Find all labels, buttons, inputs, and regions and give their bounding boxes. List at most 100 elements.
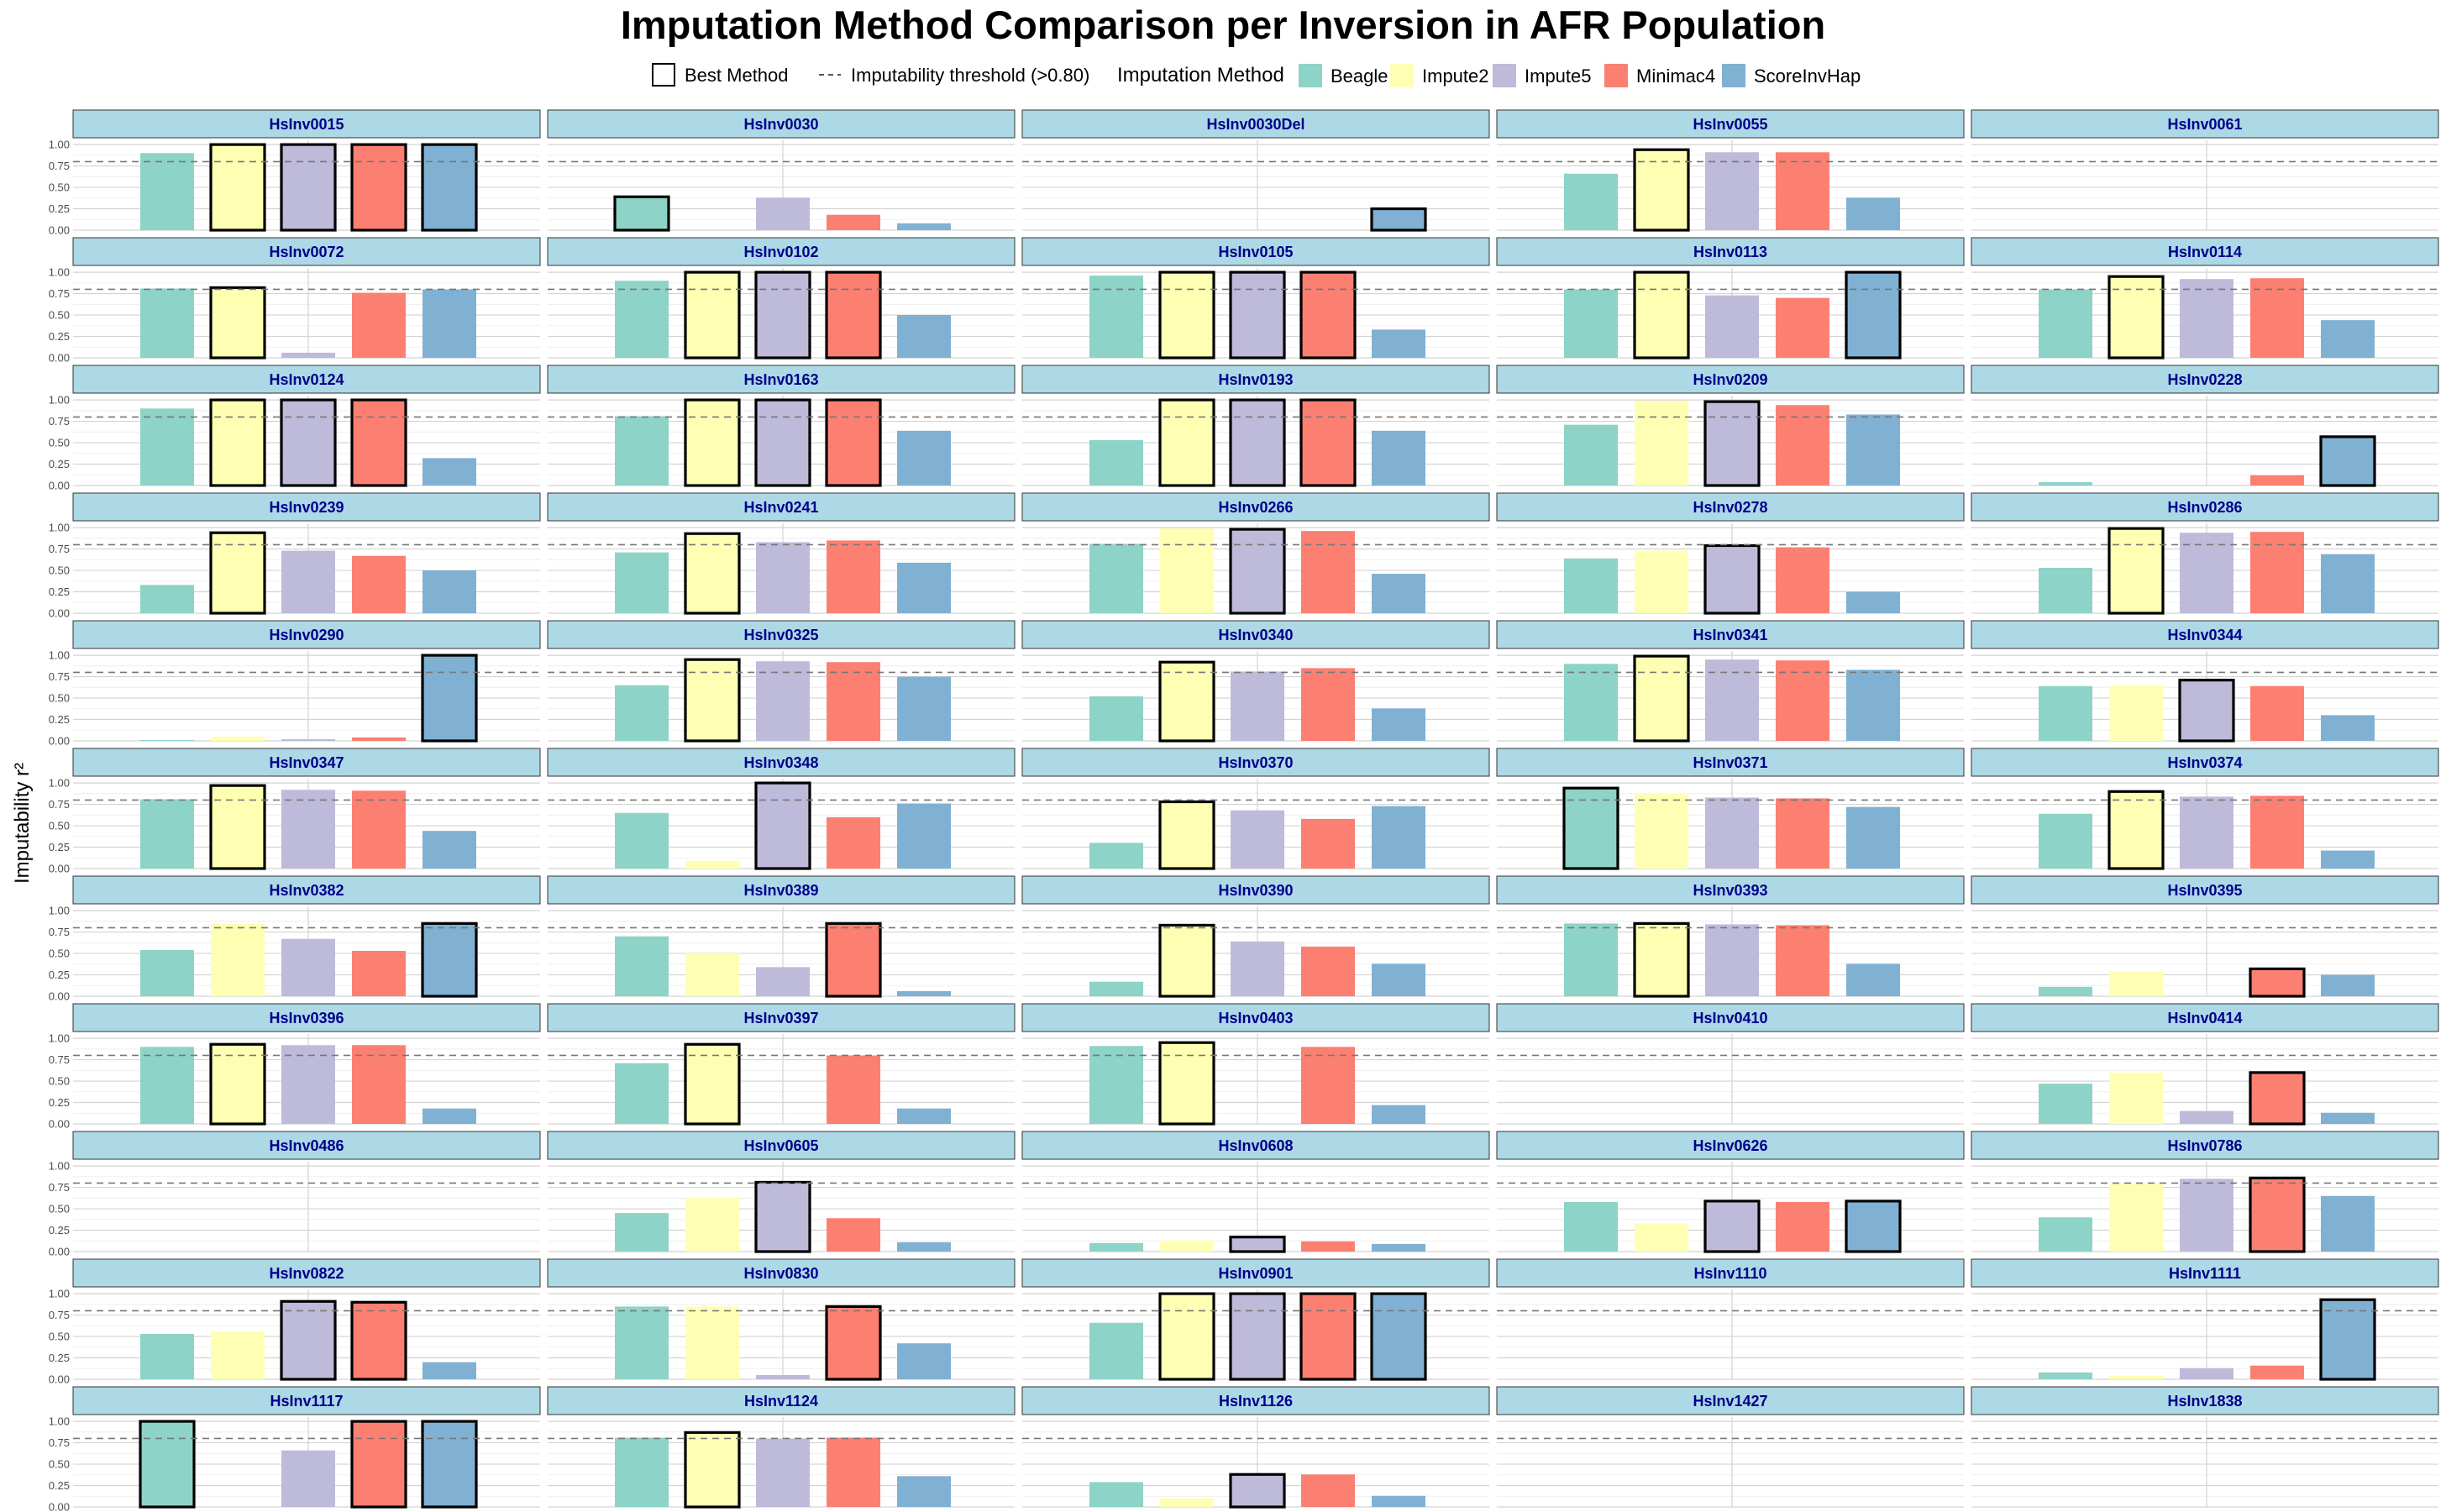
bar-beagle bbox=[140, 949, 194, 996]
bar-scoreinvhap bbox=[897, 676, 951, 741]
bar-impute2 bbox=[1160, 1498, 1214, 1507]
panel-title: HsInv0414 bbox=[2167, 1010, 2242, 1026]
bar-impute2-best bbox=[1633, 148, 1690, 232]
y-tick-label: 1.00 bbox=[49, 905, 70, 917]
panel-hsinv0486: HsInv0486 0.00 0.25 0.50 0.75 1.00 bbox=[49, 1131, 541, 1258]
bar-minimac4-best bbox=[825, 921, 882, 998]
bar-scoreinvhap-best bbox=[421, 143, 478, 232]
bar-scoreinvhap-best bbox=[421, 921, 478, 998]
bar-impute2-best bbox=[1633, 270, 1690, 360]
panel-hsinv0371: HsInv0371 bbox=[1496, 748, 1965, 870]
bar-impute2-best bbox=[2107, 790, 2165, 870]
panel-hsinv0347: HsInv0347 0.00 0.25 0.50 0.75 1.00 bbox=[49, 748, 541, 875]
bar-beagle bbox=[140, 739, 194, 741]
panel-hsinv0348: HsInv0348 bbox=[547, 748, 1016, 870]
panel-strip bbox=[1971, 1003, 2439, 1032]
y-tick-label: 1.00 bbox=[49, 1032, 70, 1045]
bar-impute2-best bbox=[209, 143, 266, 232]
panel-hsinv0055: HsInv0055 bbox=[1496, 109, 1965, 232]
panel-strip bbox=[1021, 237, 1490, 266]
panel-title: HsInv0124 bbox=[269, 371, 344, 388]
panel-strip bbox=[72, 109, 541, 139]
bar-minimac4 bbox=[827, 1218, 880, 1252]
y-tick-label: 0.50 bbox=[49, 564, 70, 577]
panel-title: HsInv0605 bbox=[743, 1137, 818, 1154]
panel-strip bbox=[1496, 875, 1965, 905]
panel-title: HsInv0786 bbox=[2167, 1137, 2242, 1154]
y-tick-label: 0.75 bbox=[49, 1309, 70, 1321]
bar-minimac4 bbox=[1301, 1241, 1355, 1252]
panel-hsinv0390: HsInv0390 bbox=[1021, 875, 1490, 998]
bar-scoreinvhap bbox=[897, 562, 951, 613]
panel-strip bbox=[1971, 1258, 2439, 1288]
panel-strip bbox=[1971, 875, 2439, 905]
bar-impute2-best bbox=[1158, 1292, 1215, 1381]
panel-hsinv0290: HsInv0290 0.00 0.25 0.50 0.75 1.00 bbox=[49, 620, 541, 748]
bar-impute5 bbox=[281, 790, 335, 869]
panel-title: HsInv1126 bbox=[1219, 1393, 1293, 1410]
bar-scoreinvhap bbox=[1372, 430, 1425, 486]
panel-hsinv0389: HsInv0389 bbox=[547, 875, 1016, 998]
bar-minimac4 bbox=[827, 1055, 880, 1124]
bar-beagle bbox=[140, 408, 194, 486]
panel-strip bbox=[1496, 109, 1965, 139]
bar-scoreinvhap bbox=[1846, 963, 1900, 996]
bar-beagle bbox=[1564, 558, 1618, 613]
bar-impute2-best bbox=[2107, 275, 2165, 360]
panel-hsinv0414: HsInv0414 bbox=[1971, 1003, 2439, 1126]
chart-title: Imputation Method Comparison per Inversi… bbox=[620, 3, 1826, 47]
legend-swatch-impute5 bbox=[1493, 64, 1516, 87]
y-tick-label: 0.50 bbox=[49, 1331, 70, 1343]
bar-scoreinvhap bbox=[1372, 708, 1425, 741]
panel-hsinv0030del: HsInv0030Del bbox=[1021, 109, 1490, 232]
panel-strip bbox=[72, 492, 541, 522]
panel-strip bbox=[1496, 1131, 1965, 1160]
bar-minimac4 bbox=[2250, 475, 2304, 486]
bar-minimac4-best bbox=[1299, 1292, 1357, 1381]
y-tick-label: 0.75 bbox=[49, 926, 70, 938]
panel-strip bbox=[1971, 748, 2439, 777]
y-tick-label: 0.75 bbox=[49, 1436, 70, 1449]
bar-impute5 bbox=[1231, 671, 1284, 741]
bar-minimac4-best bbox=[350, 1420, 407, 1509]
bar-impute2-best bbox=[209, 531, 266, 615]
y-tick-label: 1.00 bbox=[49, 777, 70, 790]
legend-methods: Beagle Impute2 Impute5 Minimac4 ScoreInvHap bbox=[1299, 64, 1861, 87]
panel-title: HsInv0822 bbox=[269, 1265, 344, 1282]
bar-beagle bbox=[1564, 173, 1618, 230]
panel-strip bbox=[547, 620, 1016, 649]
bar-beagle bbox=[2039, 986, 2092, 996]
y-axis-label-wrap: Imputability r² bbox=[11, 763, 34, 884]
panel-strip bbox=[72, 1258, 541, 1288]
y-tick-label: 0.50 bbox=[49, 437, 70, 449]
bar-scoreinvhap bbox=[1372, 1105, 1425, 1124]
bar-minimac4-best bbox=[825, 398, 882, 487]
bar-scoreinvhap bbox=[1372, 329, 1425, 358]
panel-hsinv0410: HsInv0410 bbox=[1496, 1003, 1965, 1125]
bar-beagle bbox=[1564, 923, 1618, 996]
bar-impute5 bbox=[281, 738, 335, 741]
bar-impute2 bbox=[685, 953, 739, 996]
y-tick-label: 0.25 bbox=[49, 1479, 70, 1492]
panel-title: HsInv0228 bbox=[2167, 371, 2242, 388]
legend-threshold-label: Imputability threshold (>0.80) bbox=[851, 65, 1089, 86]
bar-beagle bbox=[1089, 1242, 1143, 1252]
bar-beagle-best bbox=[139, 1420, 196, 1509]
bar-impute2 bbox=[1635, 550, 1688, 613]
bar-impute5-best bbox=[2178, 679, 2235, 743]
panel-title: HsInv0015 bbox=[269, 116, 344, 133]
y-tick-label: 0.50 bbox=[49, 948, 70, 960]
bar-beagle bbox=[1564, 424, 1618, 486]
panel-title: HsInv1124 bbox=[744, 1393, 818, 1410]
bar-scoreinvhap bbox=[423, 1108, 476, 1124]
y-tick-label: 0.50 bbox=[49, 1075, 70, 1088]
y-tick-label: 0.75 bbox=[49, 160, 70, 172]
panel-strip bbox=[1971, 620, 2439, 649]
panel-strip bbox=[1021, 1003, 1490, 1032]
bar-impute2 bbox=[685, 860, 739, 869]
bar-beagle bbox=[615, 812, 669, 869]
panel-title: HsInv0325 bbox=[743, 627, 818, 643]
panel-strip bbox=[1496, 620, 1965, 649]
panel-strip bbox=[1021, 1386, 1490, 1415]
